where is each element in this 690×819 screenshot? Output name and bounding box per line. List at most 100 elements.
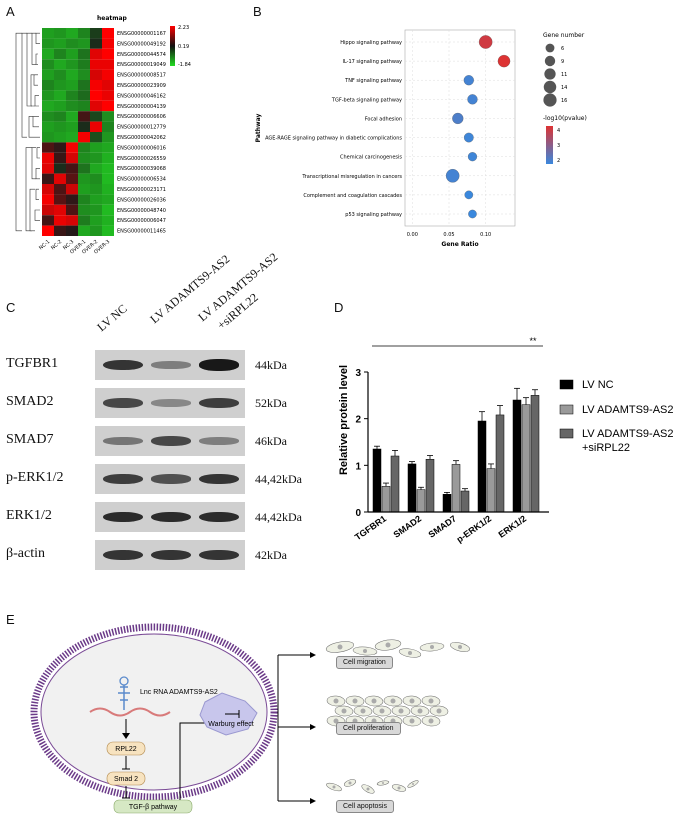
arrow-head-apoptosis [310,798,316,804]
bubble-category-labels: Hippo signaling pathway IL-17 signaling p… [265,40,402,218]
blot-strip [95,350,245,380]
heatmap-cell [42,121,54,132]
protein-label: TGFBR1 [6,356,59,371]
bar-y-axis-label: Relative protein level [338,365,350,475]
pathway-bubble [497,54,511,68]
blot-band [151,436,191,446]
heatmap-cell [66,121,78,132]
cell-nucleus [337,644,343,650]
size-legend-label: 6 [561,46,564,52]
heatmap-cell [54,215,66,226]
pathway-label: IL-17 signaling pathway [342,59,402,65]
size-legend-dot [543,93,557,107]
heatmap-cell [54,194,66,205]
panel-label-a: A [6,4,15,19]
tgfb-pathway-label: TGF-β pathway [129,804,178,811]
size-legend-dot [545,43,555,53]
heatmap-cell [90,194,102,205]
bar [477,420,487,513]
heatmap-cell [54,38,66,49]
cell-nucleus [430,645,434,649]
heatmap-cell [102,194,114,205]
heatmap-cell [66,59,78,70]
significance-marker: ** [529,336,537,346]
heatmap-cell [90,163,102,174]
bar [486,468,496,513]
heatmap-cell [90,28,102,39]
heatmap-cell [102,132,114,143]
heatmap-cell [42,100,54,112]
heatmap-cell [102,80,114,91]
heatmap-cell [42,173,54,184]
bubble-x-axis-label: Gene Ratio [441,241,478,248]
mechanism-diagram: Lnc RNA ADAMTS9-AS2 RPL22 Smad 2 TGF-β p… [30,623,470,814]
heatmap-cell [102,28,114,39]
blot-row: TGFBR1 44kDa [0,350,330,380]
y-tick-label: 1 [355,461,361,472]
heatmap-gene-label: ENSG00000026036 [117,197,166,203]
heatmap-cell [90,184,102,195]
heatmap-cell [66,204,78,216]
size-legend-dot [543,80,557,94]
heatmap-cell [90,80,102,91]
blot-band [151,511,191,523]
bubble-points [445,35,511,219]
bar [381,486,391,513]
kda-label: 46kDa [255,434,287,448]
pathway-label: TNF signaling pathway [344,78,402,84]
heatmap-gene-label: ENSG00000011465 [117,229,166,235]
heatmap-gene-label: ENSG00000046162 [117,93,166,99]
dendrogram-link [35,168,40,180]
cell-nucleus [332,785,336,789]
heatmap-cell [66,163,78,174]
heatmap-cell [90,173,102,184]
pathway-label: TGF-beta signaling pathway [331,97,402,103]
bar-legend: LV NC LV ADAMTS9-AS2 LV ADAMTS9-AS2 +siRPL2… [559,379,674,454]
heatmap-gene-label: ENSG00000049192 [117,41,166,47]
heatmap-gene-label: ENSG00000026559 [117,156,166,162]
cell-migration-label: Cell migration [336,656,393,669]
scale-min-label: -1.84 [178,62,191,68]
pathway-label: Focal adhesion [365,116,402,122]
cell-nucleus [385,642,391,648]
cell-nucleus [348,781,352,785]
heatmap-cell [78,152,90,164]
heatmap-cell [78,100,90,112]
heatmap-cell [90,38,102,49]
dendrogram-link [25,147,32,232]
bar [521,404,531,513]
heatmap-figure: ENSG00000001167 ENSG00000049192 ENSG000000… [15,15,191,256]
cell-nucleus [398,708,404,714]
heatmap-cell [54,28,66,39]
cell-nucleus [341,708,347,714]
heatmap-cell [54,69,66,80]
heatmap-cell [42,28,54,39]
pathway-bubble [467,94,478,105]
blot-row: p-ERK1/2 44,42kDa [0,464,330,494]
dendrogram-link [26,32,32,107]
cell-nucleus [390,698,396,704]
arrow-head-migration [310,652,316,658]
heatmap-gene-label: ENSG00000004139 [117,104,166,110]
dendrogram-link [28,116,33,138]
cell-nucleus [371,698,377,704]
heatmap-cell [102,173,114,184]
blot-band [103,549,143,561]
size-legend-dot [544,68,556,80]
bar [451,464,461,513]
cell-nucleus [363,649,367,653]
heatmap-cell [102,163,114,174]
heatmap-cell [66,111,78,122]
legend-label: LV ADAMTS9-AS2 [582,428,674,440]
scale-mid-label: 0.19 [178,44,189,50]
protein-label: β-actin [6,546,45,561]
size-legend-dot [544,55,556,67]
bar-marks [372,387,540,513]
dendrogram-link [30,74,35,107]
heatmap-gene-label: ENSG00000039068 [117,166,166,172]
bubble-grid [405,30,515,226]
blot-band [151,474,191,484]
heatmap-cell [42,59,54,70]
heatmap-cell [102,38,114,49]
